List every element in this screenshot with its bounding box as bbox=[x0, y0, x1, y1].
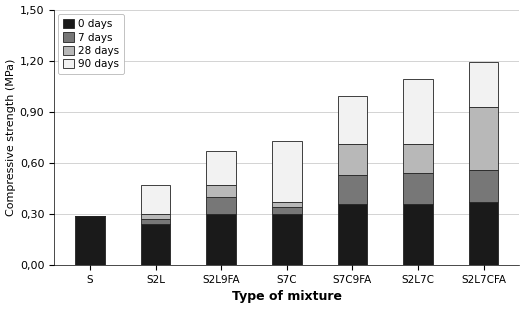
Bar bbox=[403, 144, 433, 173]
Bar bbox=[469, 62, 498, 107]
Bar bbox=[141, 214, 170, 219]
Bar bbox=[338, 175, 367, 204]
Y-axis label: Compressive strength (MPa): Compressive strength (MPa) bbox=[6, 59, 16, 216]
Bar bbox=[141, 185, 170, 214]
Bar bbox=[403, 173, 433, 204]
Bar bbox=[272, 207, 301, 214]
Legend: 0 days, 7 days, 28 days, 90 days: 0 days, 7 days, 28 days, 90 days bbox=[58, 14, 124, 74]
Bar bbox=[141, 219, 170, 224]
Bar bbox=[206, 197, 236, 214]
Bar bbox=[272, 214, 301, 265]
Bar bbox=[206, 214, 236, 265]
Bar bbox=[206, 185, 236, 197]
Bar bbox=[272, 141, 301, 202]
Bar bbox=[75, 216, 105, 265]
Bar bbox=[403, 204, 433, 265]
Bar bbox=[206, 151, 236, 185]
Bar bbox=[403, 79, 433, 144]
Bar bbox=[272, 202, 301, 207]
X-axis label: Type of mixture: Type of mixture bbox=[232, 290, 342, 303]
Bar bbox=[338, 204, 367, 265]
Bar bbox=[338, 144, 367, 175]
Bar bbox=[469, 107, 498, 170]
Bar bbox=[338, 96, 367, 144]
Bar bbox=[469, 170, 498, 202]
Bar bbox=[141, 224, 170, 265]
Bar bbox=[469, 202, 498, 265]
